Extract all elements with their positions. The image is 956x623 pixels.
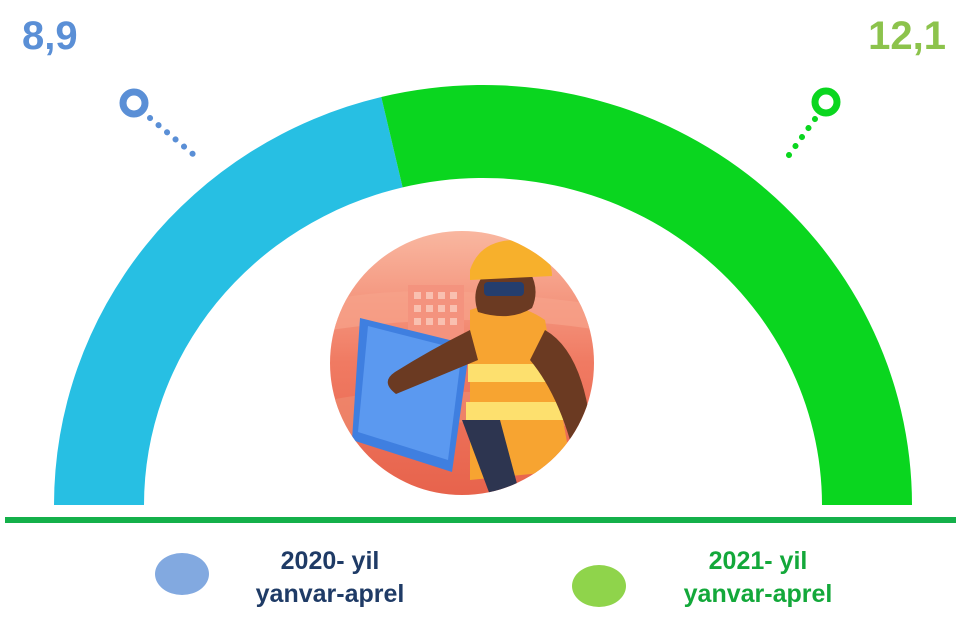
gauge-segment-2020 (54, 96, 403, 505)
legend-label-2020: 2020- yil yanvar-aprel (210, 545, 450, 611)
ring-marker-icon (119, 88, 203, 163)
value-2021: 12,1 (868, 14, 946, 58)
ring-marker-icon (781, 87, 841, 165)
legend-2021-line1: 2021- yil (708, 547, 808, 575)
gauge-segment-2021 (381, 84, 913, 506)
legend-label-2021: 2021- yil yanvar-aprel (638, 545, 878, 611)
legend-dot-2020 (155, 553, 209, 595)
legend-2021-line2: yanvar-aprel (683, 580, 833, 608)
value-2020: 8,9 (22, 14, 78, 58)
construction-worker-illustration (330, 231, 594, 495)
legend-2020-line1: 2020- yil (280, 547, 380, 575)
legend-2020-line2: yanvar-aprel (255, 580, 405, 608)
legend-dot-2021 (572, 565, 626, 607)
